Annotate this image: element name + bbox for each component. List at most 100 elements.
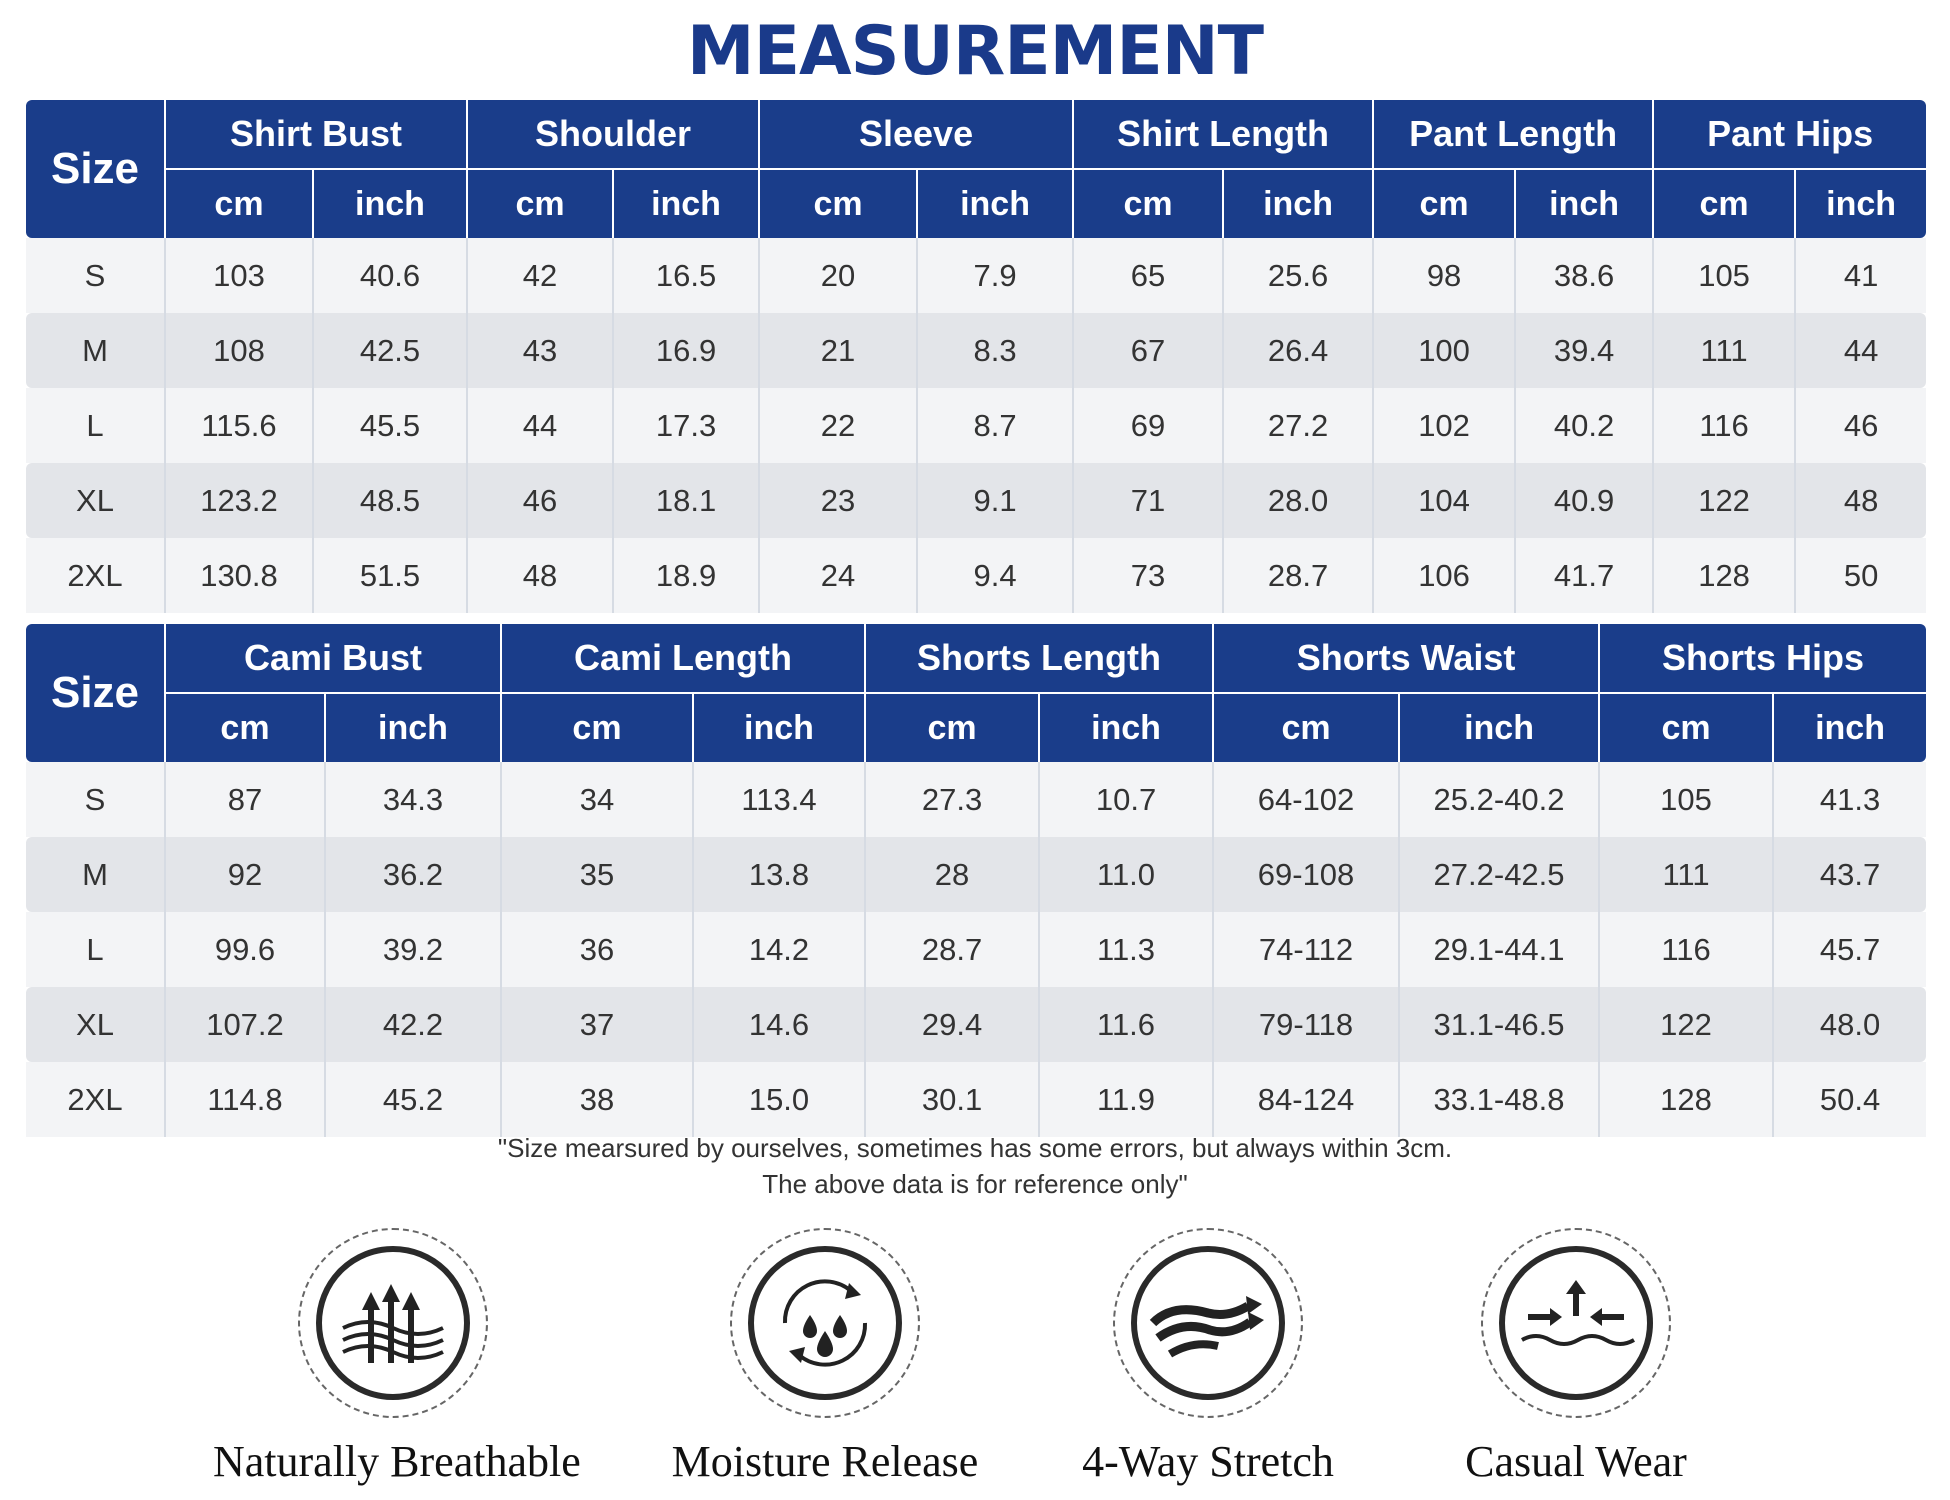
value-cell: 18.9 <box>612 538 759 613</box>
value-cell: 40.9 <box>1514 463 1653 538</box>
value-cell: 67 <box>1072 313 1223 388</box>
feature-moisture: Moisture Release <box>645 1228 1005 1487</box>
table-row: M 92 36.2 35 13.8 28 11.0 69-108 27.2-42.5 111 43.… <box>26 837 1927 912</box>
value-cell: 34 <box>500 762 692 837</box>
group-header: Shorts Hips <box>1598 624 1927 692</box>
unit-header: inch <box>1038 692 1213 762</box>
value-cell: 105 <box>1598 762 1773 837</box>
unit-header: inch <box>916 168 1073 238</box>
value-cell: 14.2 <box>692 912 865 987</box>
group-header: Shirt Bust <box>164 100 467 168</box>
casual-wear-icon <box>1499 1246 1653 1400</box>
value-cell: 40.2 <box>1514 388 1653 463</box>
unit-header: cm <box>466 168 613 238</box>
feature-label: 4-Way Stretch <box>1082 1437 1334 1486</box>
value-cell: 116 <box>1598 912 1773 987</box>
unit-header: inch <box>692 692 865 762</box>
unit-header: cm <box>1072 168 1223 238</box>
value-cell: 50.4 <box>1772 1062 1927 1137</box>
badge-ring <box>1481 1228 1671 1418</box>
value-cell: 122 <box>1598 987 1773 1062</box>
table-row: M 108 42.5 43 16.9 21 8.3 67 26.4 100 39.4 111 44 <box>26 313 1927 388</box>
group-header: Sleeve <box>758 100 1073 168</box>
unit-header: inch <box>324 692 500 762</box>
value-cell: 27.3 <box>864 762 1039 837</box>
table-row: L 99.6 39.2 36 14.2 28.7 11.3 74-112 29.1-44.1 11… <box>26 912 1927 987</box>
value-cell: 36 <box>500 912 692 987</box>
value-cell: 39.4 <box>1514 313 1653 388</box>
feature-stretch: 4-Way Stretch <box>1028 1228 1388 1487</box>
size-cell: L <box>26 388 164 463</box>
value-cell: 42 <box>466 238 613 313</box>
value-cell: 104 <box>1372 463 1515 538</box>
value-cell: 16.9 <box>612 313 759 388</box>
value-cell: 28.0 <box>1222 463 1373 538</box>
value-cell: 42.5 <box>312 313 467 388</box>
group-header: Pant Length <box>1372 100 1653 168</box>
value-cell: 69 <box>1072 388 1223 463</box>
value-cell: 84-124 <box>1212 1062 1399 1137</box>
size-cell: L <box>26 912 164 987</box>
value-cell: 16.5 <box>612 238 759 313</box>
unit-header: cm <box>1598 692 1773 762</box>
value-cell: 14.6 <box>692 987 865 1062</box>
value-cell: 13.8 <box>692 837 865 912</box>
value-cell: 27.2 <box>1222 388 1373 463</box>
table-row: XL 107.2 42.2 37 14.6 29.4 11.6 79-118 31.1-46.5… <box>26 987 1927 1062</box>
value-cell: 11.0 <box>1038 837 1213 912</box>
group-header: Cami Bust <box>164 624 500 692</box>
group-header: Shoulder <box>466 100 759 168</box>
unit-header: inch <box>1794 168 1927 238</box>
value-cell: 17.3 <box>612 388 759 463</box>
value-cell: 64-102 <box>1212 762 1399 837</box>
value-cell: 40.6 <box>312 238 467 313</box>
value-cell: 34.3 <box>324 762 500 837</box>
value-cell: 44 <box>466 388 613 463</box>
page-title: MEASUREMENT <box>686 12 1264 91</box>
value-cell: 123.2 <box>164 463 312 538</box>
value-cell: 25.2-40.2 <box>1398 762 1599 837</box>
value-cell: 28.7 <box>1222 538 1373 613</box>
value-cell: 48.5 <box>312 463 467 538</box>
value-cell: 50 <box>1794 538 1927 613</box>
value-cell: 18.1 <box>612 463 759 538</box>
value-cell: 38.6 <box>1514 238 1653 313</box>
unit-header: inch <box>1514 168 1653 238</box>
moisture-icon <box>748 1246 902 1400</box>
unit-header: inch <box>1398 692 1599 762</box>
feature-label: Naturally Breathable <box>213 1437 581 1486</box>
value-cell: 26.4 <box>1222 313 1373 388</box>
unit-header: cm <box>1212 692 1399 762</box>
value-cell: 11.6 <box>1038 987 1213 1062</box>
size-cell: 2XL <box>26 538 164 613</box>
value-cell: 65 <box>1072 238 1223 313</box>
value-cell: 45.5 <box>312 388 467 463</box>
unit-header: cm <box>1372 168 1515 238</box>
disclaimer-note: "Size mearsured by ourselves, sometimes … <box>0 1130 1950 1202</box>
size-cell: XL <box>26 987 164 1062</box>
value-cell: 108 <box>164 313 312 388</box>
value-cell: 46 <box>1794 388 1927 463</box>
size-header: Size <box>26 624 164 762</box>
value-cell: 48 <box>1794 463 1927 538</box>
value-cell: 79-118 <box>1212 987 1399 1062</box>
stretch-icon <box>1131 1246 1285 1400</box>
unit-header: inch <box>1222 168 1373 238</box>
value-cell: 111 <box>1652 313 1795 388</box>
value-cell: 69-108 <box>1212 837 1399 912</box>
value-cell: 48 <box>466 538 613 613</box>
value-cell: 8.7 <box>916 388 1073 463</box>
value-cell: 8.3 <box>916 313 1073 388</box>
value-cell: 11.3 <box>1038 912 1213 987</box>
value-cell: 46 <box>466 463 613 538</box>
value-cell: 98 <box>1372 238 1515 313</box>
feature-label: Casual Wear <box>1465 1437 1687 1486</box>
value-cell: 22 <box>758 388 917 463</box>
value-cell: 128 <box>1598 1062 1773 1137</box>
table-row: S 87 34.3 34 113.4 27.3 10.7 64-102 25.2-40.2 105… <box>26 762 1927 837</box>
value-cell: 99.6 <box>164 912 324 987</box>
breathable-icon <box>316 1246 470 1400</box>
value-cell: 41 <box>1794 238 1927 313</box>
value-cell: 111 <box>1598 837 1773 912</box>
value-cell: 20 <box>758 238 917 313</box>
